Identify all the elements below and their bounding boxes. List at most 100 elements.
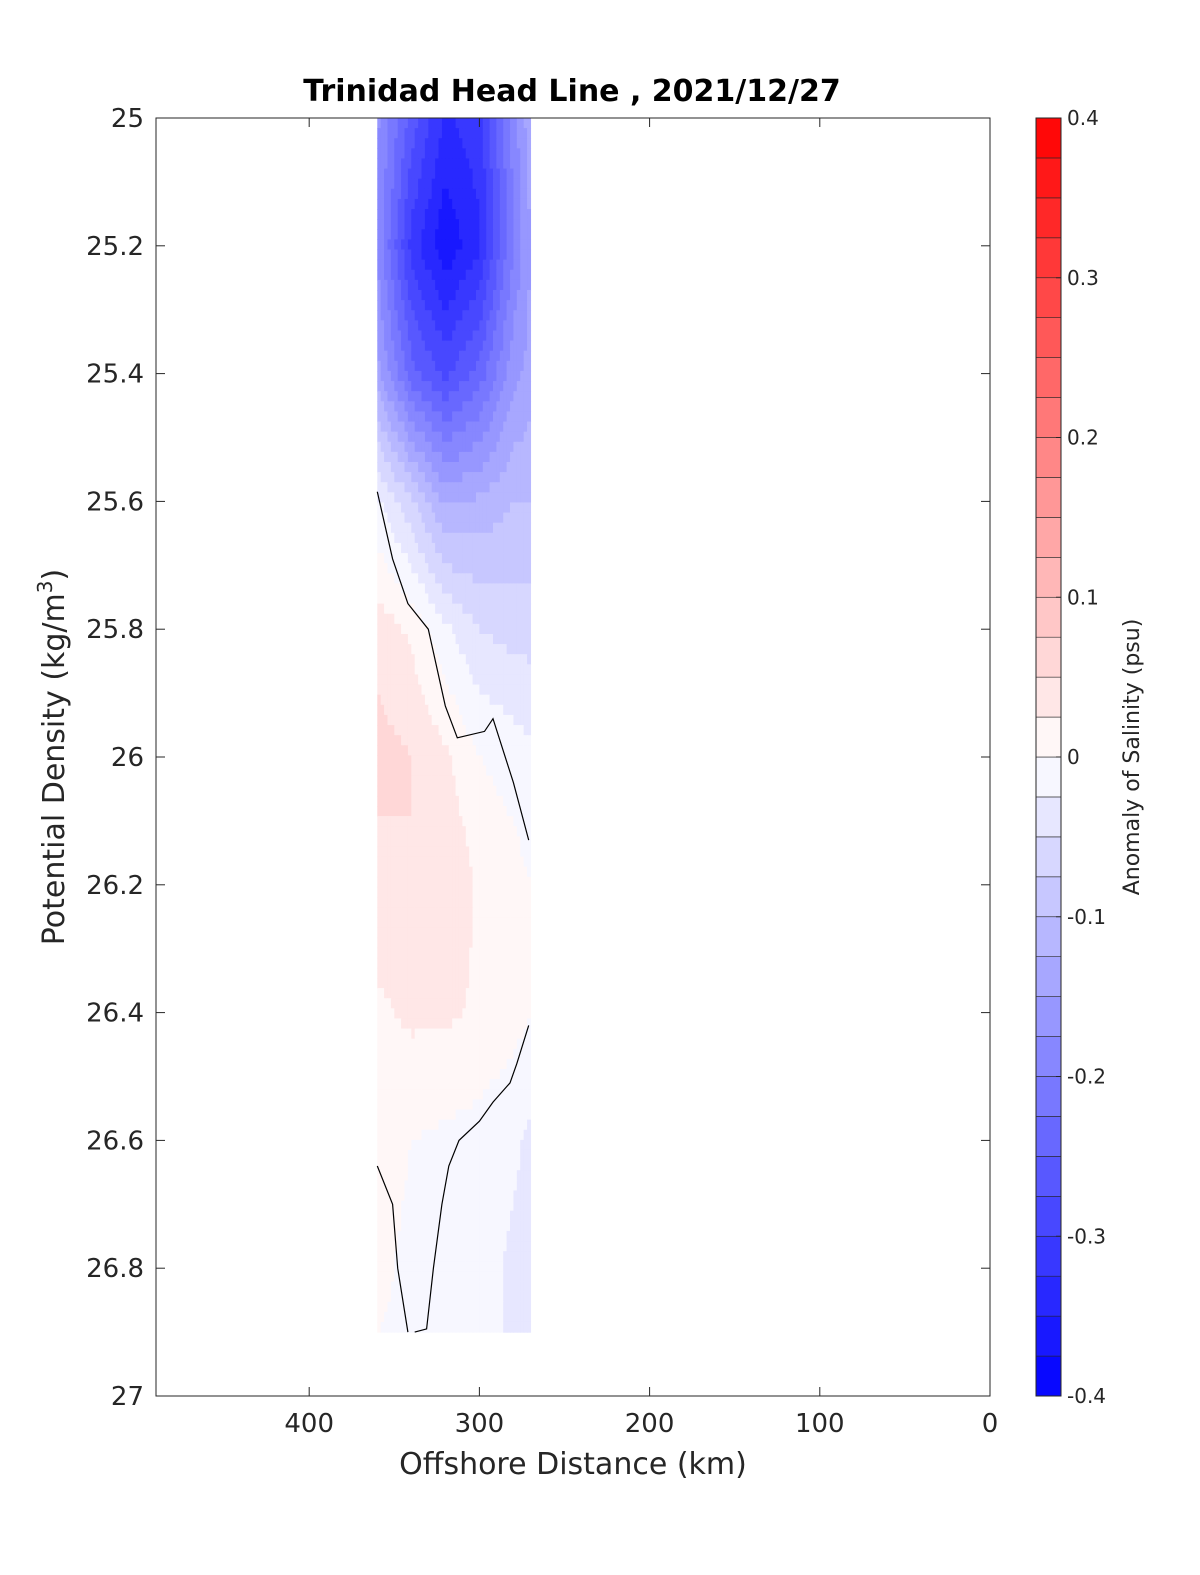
- contour-cell: [428, 1109, 433, 1121]
- contour-cell: [394, 583, 399, 595]
- contour-cell: [441, 805, 446, 817]
- contour-cell: [469, 785, 474, 797]
- contour-cell: [452, 977, 457, 989]
- contour-cell: [503, 401, 508, 413]
- contour-cell: [469, 1058, 474, 1070]
- contour-cell: [489, 1048, 494, 1060]
- contour-cell: [407, 1190, 412, 1202]
- contour-cell: [407, 340, 412, 352]
- contour-cell: [493, 907, 497, 918]
- contour-cell: [523, 229, 528, 241]
- contour-cell: [411, 1048, 416, 1060]
- contour-cell: [397, 725, 402, 736]
- contour-cell: [510, 745, 515, 756]
- contour-cell: [493, 654, 497, 665]
- contour-cell: [482, 482, 487, 493]
- contour-cell: [458, 816, 463, 827]
- contour-cell: [520, 553, 525, 564]
- contour-cell: [479, 633, 484, 645]
- contour-cell: [462, 512, 467, 524]
- contour-cell: [503, 714, 508, 726]
- contour-cell: [486, 846, 491, 858]
- contour-cell: [387, 188, 392, 200]
- contour-cell: [414, 1149, 419, 1161]
- contour-cell: [435, 1058, 440, 1070]
- contour-cell: [506, 168, 511, 180]
- contour-cell: [431, 330, 436, 342]
- contour-cell: [418, 259, 423, 271]
- contour-cell: [493, 988, 497, 999]
- contour-cell: [458, 1079, 463, 1090]
- contour-cell: [418, 482, 423, 493]
- contour-cell: [516, 330, 521, 342]
- contour-cell: [496, 1099, 501, 1111]
- contour-cell: [452, 128, 457, 139]
- contour-cell: [380, 168, 385, 180]
- contour-cell: [472, 259, 477, 271]
- contour-cell: [472, 1149, 477, 1161]
- contour-cell: [441, 482, 446, 493]
- contour-cell: [489, 1119, 494, 1131]
- contour-cell: [496, 927, 501, 939]
- contour-cell: [475, 957, 480, 969]
- contour-cell: [496, 897, 501, 908]
- contour-cell: [428, 826, 433, 837]
- contour-cell: [428, 209, 433, 220]
- contour-cell: [523, 613, 528, 625]
- contour-cell: [506, 573, 511, 585]
- contour-cell: [418, 866, 423, 878]
- contour-cell: [404, 714, 409, 726]
- contour-cell: [458, 826, 463, 837]
- contour-cell: [516, 947, 521, 959]
- contour-cell: [513, 381, 518, 392]
- contour-cell: [404, 735, 409, 746]
- contour-cell: [503, 563, 508, 574]
- contour-cell: [431, 431, 436, 443]
- contour-cell: [479, 897, 484, 908]
- contour-cell: [482, 876, 487, 888]
- contour-cell: [414, 927, 419, 939]
- contour-cell: [516, 1008, 521, 1020]
- contour-cell: [465, 725, 470, 736]
- contour-cell: [513, 876, 518, 888]
- contour-cell: [523, 745, 528, 756]
- contour-cell: [458, 1180, 463, 1192]
- contour-cell: [438, 937, 443, 949]
- contour-cell: [445, 118, 450, 129]
- contour-cell: [516, 522, 521, 534]
- contour-cell: [527, 957, 532, 969]
- contour-cell: [401, 1210, 406, 1222]
- contour-cell: [475, 714, 480, 726]
- contour-cell: [482, 1180, 487, 1192]
- contour-cell: [448, 654, 453, 665]
- contour-cell: [472, 188, 477, 200]
- contour-cell: [421, 512, 426, 524]
- contour-cell: [486, 836, 491, 848]
- contour-cell: [394, 1048, 399, 1060]
- contour-cell: [404, 269, 409, 281]
- contour-cell: [527, 805, 532, 817]
- contour-cell: [428, 1058, 433, 1070]
- contour-cell: [441, 1018, 446, 1030]
- contour-cell: [401, 876, 406, 888]
- contour-cell: [472, 1028, 477, 1040]
- contour-cell: [455, 1210, 460, 1222]
- contour-cell: [448, 553, 453, 564]
- contour-cell: [472, 542, 477, 554]
- contour-cell: [527, 907, 532, 918]
- contour-cell: [455, 259, 460, 271]
- contour-cell: [503, 785, 508, 797]
- contour-cell: [465, 1048, 470, 1060]
- contour-cell: [462, 765, 467, 777]
- contour-cell: [387, 785, 392, 797]
- contour-cell: [384, 532, 389, 544]
- contour-cell: [452, 937, 457, 949]
- contour-cell: [499, 1058, 504, 1070]
- contour-cell: [407, 198, 412, 210]
- contour-cell: [394, 755, 399, 767]
- contour-cell: [431, 1200, 436, 1212]
- contour-cell: [438, 684, 443, 696]
- contour-cell: [394, 118, 399, 129]
- contour-cell: [387, 886, 392, 898]
- contour-cell: [414, 1028, 419, 1040]
